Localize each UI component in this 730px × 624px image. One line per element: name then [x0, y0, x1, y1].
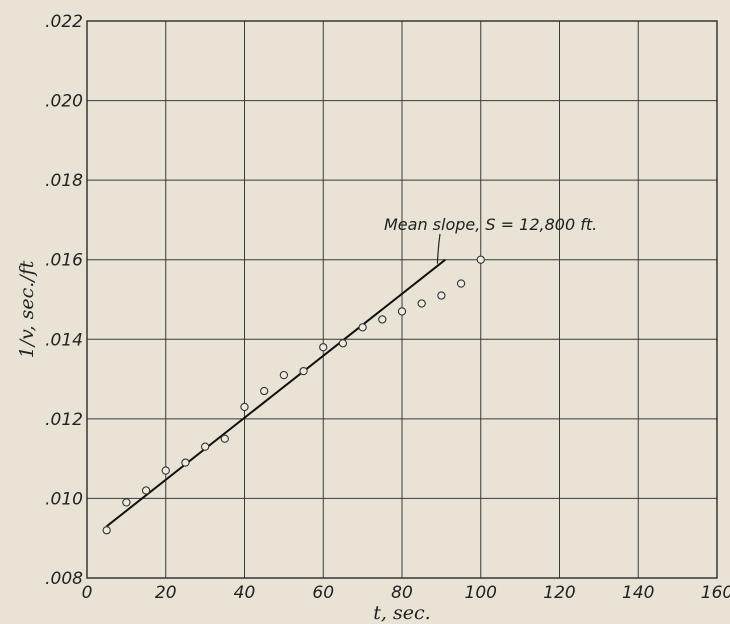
data-point	[456, 279, 466, 288]
data-point	[319, 343, 328, 352]
y-tick-label: .010	[45, 489, 83, 509]
y-tick-label: .008	[45, 569, 83, 589]
x-tick-label: 20	[155, 583, 177, 603]
x-tick-label: 160	[701, 583, 730, 603]
data-point	[299, 366, 308, 376]
data-point	[240, 402, 249, 412]
data-point	[102, 526, 111, 535]
data-point	[417, 299, 426, 308]
y-axis-label: 1/v, sec./ft	[16, 260, 38, 358]
fit-line-layer	[106, 258, 446, 528]
y-tick-label: .014	[45, 330, 83, 350]
annotation-leader-line	[436, 233, 441, 264]
data-point	[220, 434, 229, 443]
mean-slope-line	[106, 258, 446, 528]
y-tick-label: .018	[45, 171, 83, 191]
data-point	[141, 486, 151, 495]
y-tick-labels: .008 .010 .012 .014 .016 .018 .020 .022	[45, 12, 83, 589]
x-tick-label: 80	[391, 583, 413, 603]
data-point	[122, 498, 131, 507]
data-point	[200, 442, 210, 451]
y-tick-label: .020	[45, 92, 83, 112]
x-tick-label: 60	[312, 583, 334, 603]
data-points	[102, 255, 485, 535]
data-point	[260, 386, 269, 396]
data-point	[476, 255, 485, 264]
data-point	[181, 458, 190, 467]
data-point	[338, 339, 348, 348]
data-point	[397, 307, 407, 316]
x-tick-label: 140	[622, 583, 654, 603]
plot-frame	[86, 20, 718, 579]
x-tick-label: 40	[234, 583, 256, 603]
data-point	[279, 370, 289, 380]
data-point	[358, 323, 367, 332]
y-tick-label: .012	[45, 410, 83, 430]
grid	[86, 20, 718, 579]
data-point	[437, 291, 446, 300]
x-axis-label: t, sec.	[373, 602, 430, 624]
y-tick-label: .016	[45, 251, 83, 271]
data-point	[378, 315, 387, 324]
annotation-layer: Mean slope, S = 12,800 ft.	[384, 215, 597, 264]
x-tick-labels: 0 20 40 60 80 100 120 140 160	[82, 583, 730, 603]
data-point	[161, 466, 170, 475]
x-tick-label: 0	[82, 583, 93, 603]
mean-slope-annotation: Mean slope, S = 12,800 ft.	[384, 215, 597, 234]
x-tick-label: 100	[465, 583, 497, 603]
y-tick-label: .022	[45, 12, 83, 32]
x-tick-label: 120	[543, 583, 575, 603]
